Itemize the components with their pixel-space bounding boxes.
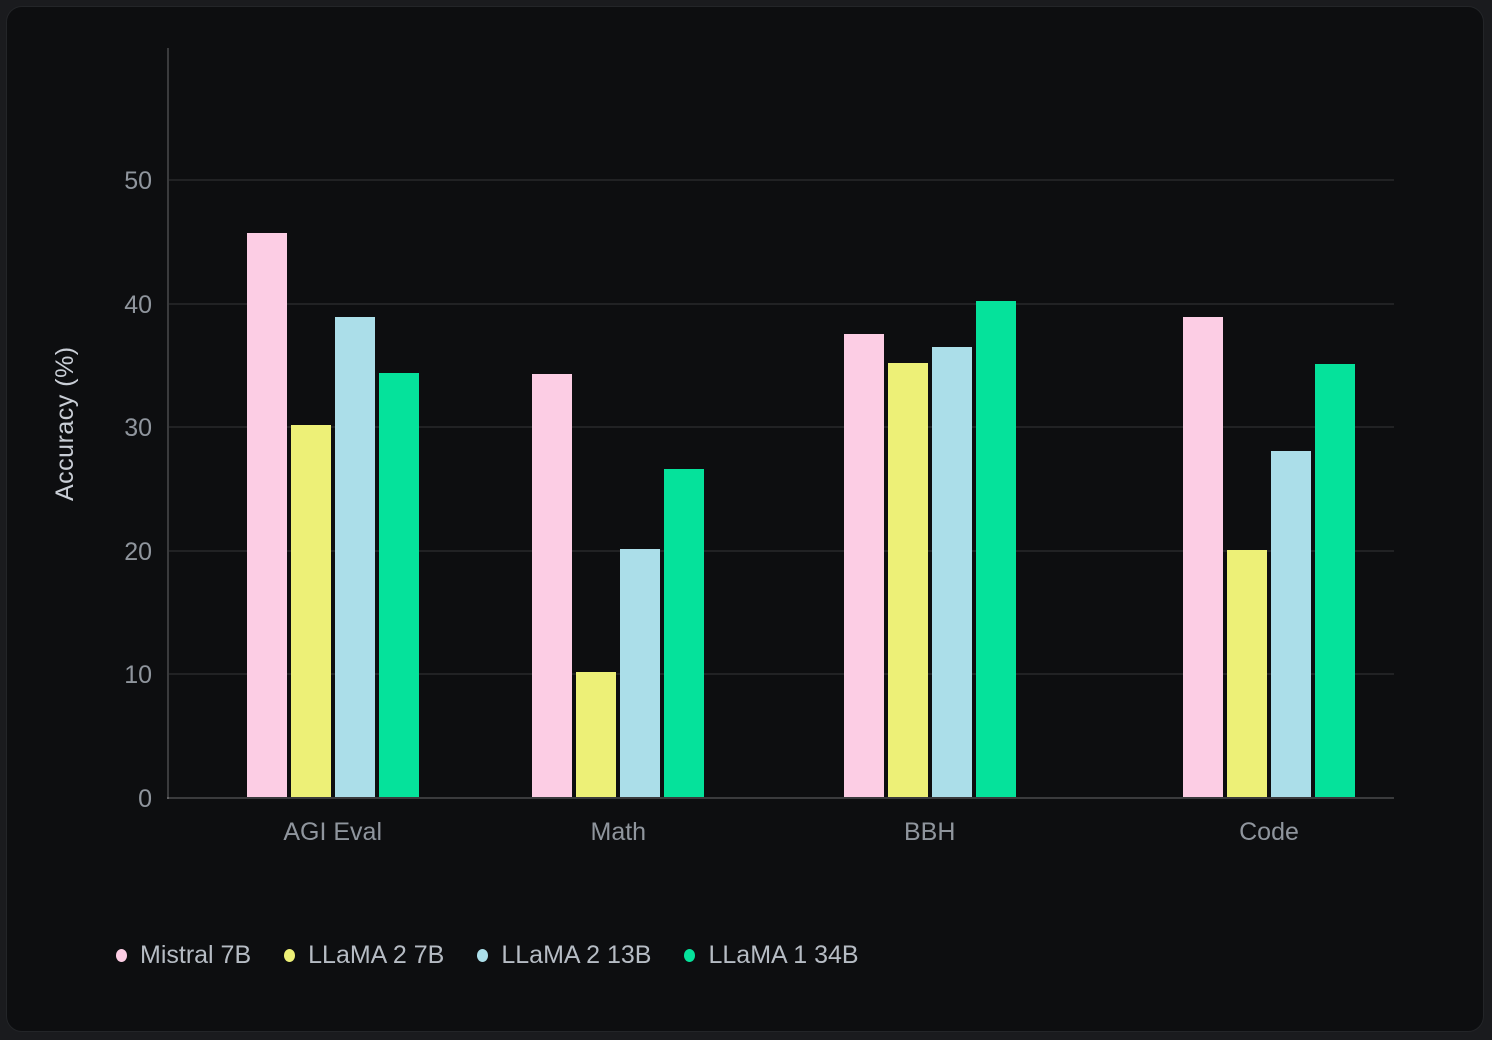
bar-group-math	[532, 48, 705, 797]
plot-area: 0 10 20 30 40 50 AGI Eval Math BBH Code	[124, 48, 1394, 846]
x-category-label-agi-eval: AGI Eval	[283, 818, 383, 846]
legend-item-mistral-7b: Mistral 7B	[116, 941, 251, 970]
x-category-label-math: Math	[590, 818, 647, 846]
y-axis-line	[167, 48, 169, 799]
bar-llama-2-7b-math	[576, 672, 617, 797]
bar-llama-2-7b-bbh	[887, 363, 928, 797]
bar-mistral-7b-code	[1183, 317, 1223, 797]
gridline-50	[169, 179, 1394, 181]
y-tick-label-30: 30	[124, 414, 152, 443]
legend-label-llama-2-13b: LLaMA 2 13B	[501, 940, 652, 969]
legend-dot-icon-mistral-7b	[116, 948, 127, 962]
bar-llama-2-13b-math	[620, 548, 661, 797]
bar-llama-1-34b-code	[1315, 364, 1355, 797]
bar-mistral-7b-agi-eval	[246, 233, 287, 797]
gridline-10	[169, 673, 1394, 676]
y-tick-label-50: 50	[124, 167, 152, 195]
bar-group-bbh	[843, 48, 1016, 797]
gridline-40	[169, 302, 1394, 305]
legend-dot-icon-llama-2-13b	[477, 948, 489, 962]
bar-llama-2-13b-agi-eval	[334, 317, 375, 797]
bar-llama-1-34b-bbh	[975, 301, 1016, 797]
legend-label-mistral-7b: Mistral 7B	[140, 940, 252, 969]
bar-mistral-7b-math	[532, 374, 573, 797]
bar-llama-2-13b-code	[1271, 450, 1311, 797]
bar-llama-1-34b-agi-eval	[378, 373, 419, 797]
y-tick-label-40: 40	[124, 290, 152, 319]
legend-label-llama-2-7b: LLaMA 2 7B	[308, 940, 445, 969]
legend: Mistral 7B LLaMA 2 7B LLaMA 2 13B LLaMA 1 3…	[116, 938, 859, 972]
x-axis-line	[167, 797, 1394, 799]
x-category-label-bbh: BBH	[903, 818, 956, 846]
y-tick-label-0: 0	[138, 785, 152, 813]
y-tick-label-20: 20	[124, 537, 152, 566]
legend-item-llama-1-34b: LLaMA 1 34B	[684, 940, 859, 970]
bar-llama-2-13b-bbh	[931, 347, 972, 797]
bar-mistral-7b-bbh	[843, 333, 884, 797]
legend-label-llama-1-34b: LLaMA 1 34B	[708, 940, 859, 969]
gridline-20	[169, 549, 1394, 552]
legend-dot-icon-llama-1-34b	[684, 948, 696, 962]
bar-llama-2-7b-code	[1227, 549, 1267, 797]
legend-dot-icon-llama-2-7b	[284, 948, 296, 962]
legend-item-llama-2-13b: LLaMA 2 13B	[477, 941, 651, 970]
chart-card: Accuracy (%) 0 10 20 30 40 50 AGI Eval Math BBH C…	[6, 6, 1484, 1032]
bar-group-agi-eval	[246, 48, 419, 797]
gridline-30	[169, 426, 1394, 429]
y-axis-title: Accuracy (%)	[51, 346, 79, 501]
x-category-label-code: Code	[1239, 818, 1299, 846]
bar-llama-2-7b-agi-eval	[290, 424, 331, 797]
y-tick-label-10: 10	[124, 661, 152, 690]
bar-llama-1-34b-math	[664, 469, 705, 797]
legend-item-llama-2-7b: LLaMA 2 7B	[284, 941, 444, 970]
bar-group-code	[1183, 48, 1355, 797]
